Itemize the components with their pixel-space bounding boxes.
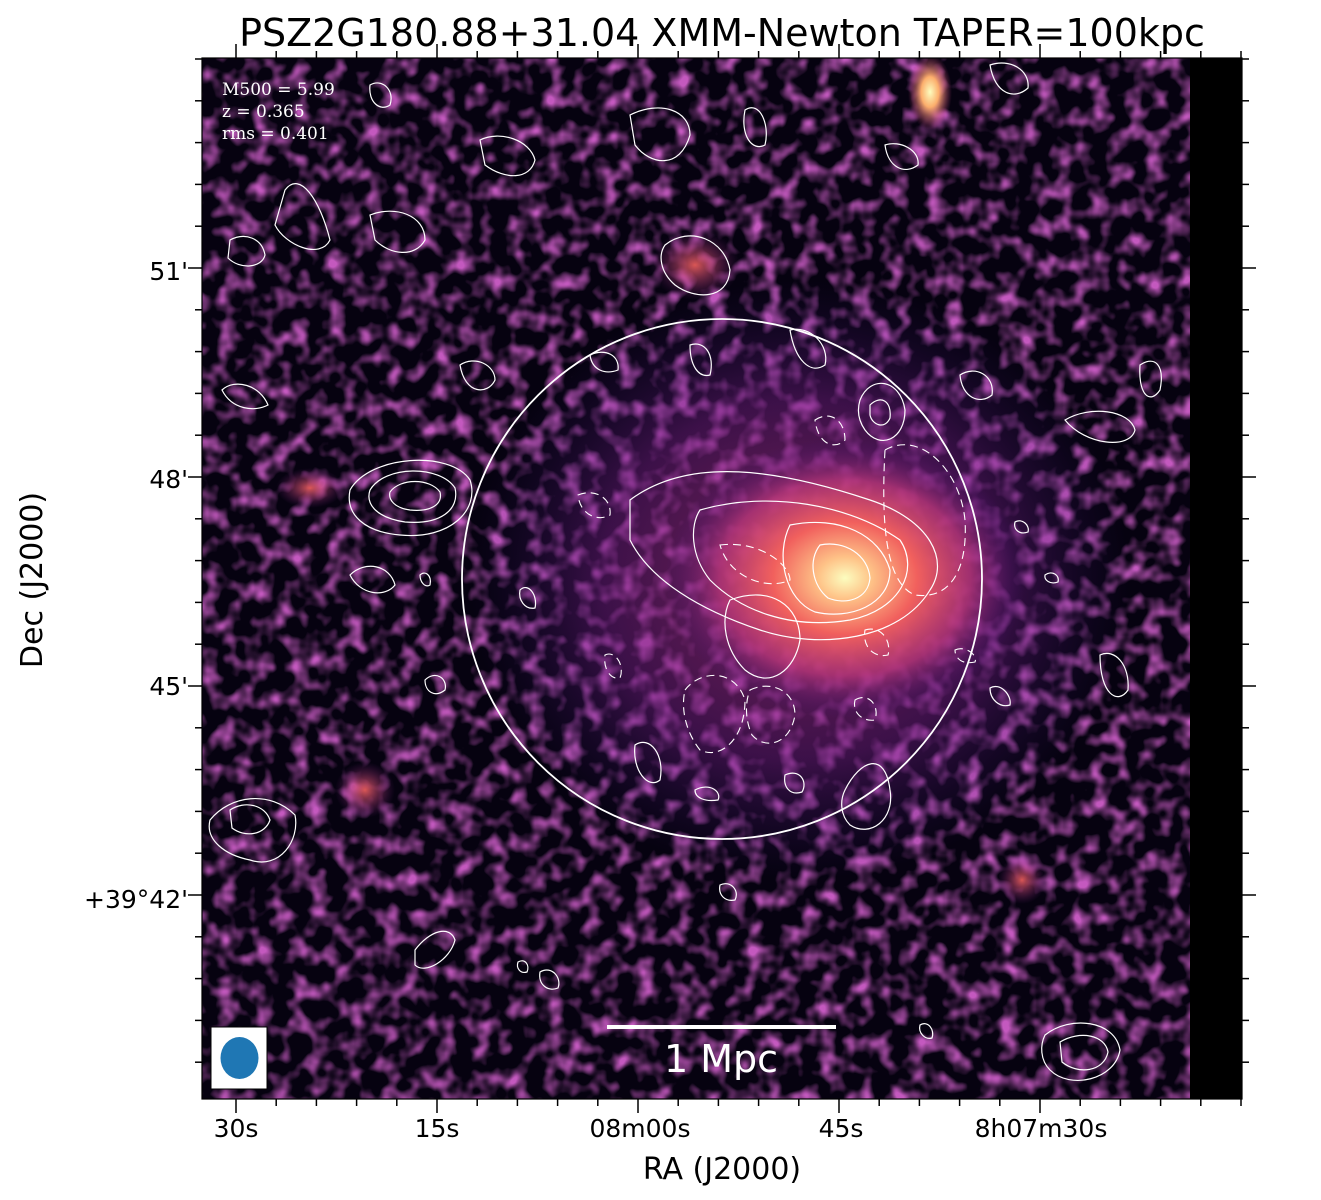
x-axis-label: RA (J2000)	[643, 1152, 801, 1187]
beam-ellipse	[220, 1037, 259, 1079]
x-tick-label: 15s	[415, 1114, 460, 1143]
plot-frame	[201, 57, 1243, 1100]
x-tick-label: 30s	[214, 1114, 259, 1143]
y-tick-label: 51'	[149, 257, 188, 286]
emission-blob	[335, 762, 395, 818]
y-axis-label: Dec (J2000)	[15, 492, 50, 668]
annotation-m500: M500 = 5.99	[222, 80, 335, 100]
emission-blob	[998, 856, 1046, 904]
y-tick-label: 45'	[149, 672, 188, 701]
core-emission	[665, 438, 1025, 718]
y-tick-label: 48'	[149, 465, 188, 494]
annotation-redshift: z = 0.365	[222, 102, 305, 122]
r500-circle	[461, 318, 983, 840]
blank-region	[1190, 58, 1242, 1099]
scale-bar-label: 1 Mpc	[664, 1037, 778, 1081]
x-tick-labels: 30s 15s 08m00s 45s 8h07m30s	[214, 1114, 1108, 1143]
annotation-rms: rms = 0.401	[222, 124, 329, 144]
x-tick-label: 08m00s	[589, 1114, 690, 1143]
plot-area: 1 Mpc M500 = 5.99 z = 0.365 rms = 0.401	[202, 58, 1242, 1099]
y-tick-labels: 51' 48' 45' +39°42'	[84, 257, 188, 914]
emission-blob	[276, 468, 344, 508]
beam-box	[210, 1026, 268, 1090]
point-source	[908, 58, 952, 130]
x-tick-label: 8h07m30s	[975, 1114, 1108, 1143]
tick-marks	[188, 44, 1256, 1113]
x-tick-label: 45s	[819, 1114, 864, 1143]
radio-contours	[208, 62, 1162, 1081]
scale-bar: 1 Mpc	[607, 1025, 836, 1081]
emission-blob	[650, 230, 740, 300]
chart-title: PSZ2G180.88+31.04 XMM-Newton TAPER=100kp…	[239, 11, 1205, 55]
y-tick-label: +39°42'	[84, 885, 188, 914]
negative-contours	[577, 415, 976, 754]
